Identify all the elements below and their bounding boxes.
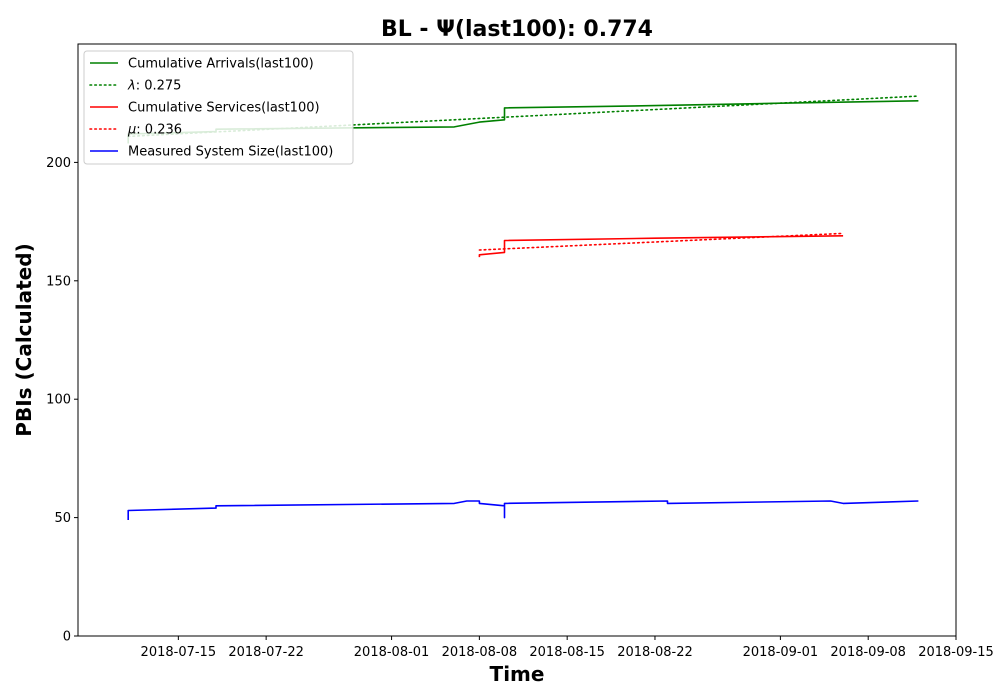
series-line-4 <box>478 232 844 251</box>
y-tick-label: 200 <box>46 156 71 171</box>
x-axis-label: Time <box>490 662 545 686</box>
y-tick-label: 0 <box>63 630 71 645</box>
x-axis-ticks: 2018-07-15 2018-07-22 2018-08-01 2018-08-08… <box>141 636 994 660</box>
y-axis-ticks: 0 50 100 150 200 <box>46 156 78 645</box>
x-tick-label: 2018-08-01 <box>354 645 430 660</box>
legend-label-1: Cumulative Arrivals(last100) <box>128 57 314 72</box>
legend-box <box>83 50 354 165</box>
x-tick-label: 2018-09-01 <box>743 645 819 660</box>
series-line-5 <box>127 500 919 520</box>
x-tick-label: 2018-09-15 <box>918 645 994 660</box>
x-tick-label: 2018-08-08 <box>442 645 518 660</box>
legend-label-3: Cumulative Services(last100) <box>128 101 320 116</box>
legend-label-4: μ: 0.236 <box>127 123 182 138</box>
x-tick-label: 2018-07-22 <box>228 645 304 660</box>
y-tick-label: 50 <box>54 511 71 526</box>
legend-value: : 0.236 <box>136 123 182 138</box>
series-line-3 <box>478 235 844 258</box>
legend-value: : 0.275 <box>136 79 182 94</box>
y-tick-label: 100 <box>46 393 71 408</box>
chart-title: BL - Ψ(last100): 0.774 <box>381 17 653 42</box>
x-tick-label: 2018-08-15 <box>529 645 605 660</box>
x-tick-label: 2018-08-22 <box>617 645 693 660</box>
legend-symbol: μ <box>127 123 136 138</box>
x-tick-label: 2018-09-08 <box>830 645 906 660</box>
y-axis-label: PBIs (Calculated) <box>12 243 36 436</box>
legend-label-5: Measured System Size(last100) <box>128 145 333 160</box>
x-tick-label: 2018-07-15 <box>141 645 217 660</box>
legend-symbol: λ <box>127 79 136 94</box>
legend: Cumulative Arrivals(last100) λ: 0.275 Cumu… <box>83 50 354 165</box>
legend-label-2: λ: 0.275 <box>127 79 181 94</box>
y-tick-label: 150 <box>46 274 71 289</box>
